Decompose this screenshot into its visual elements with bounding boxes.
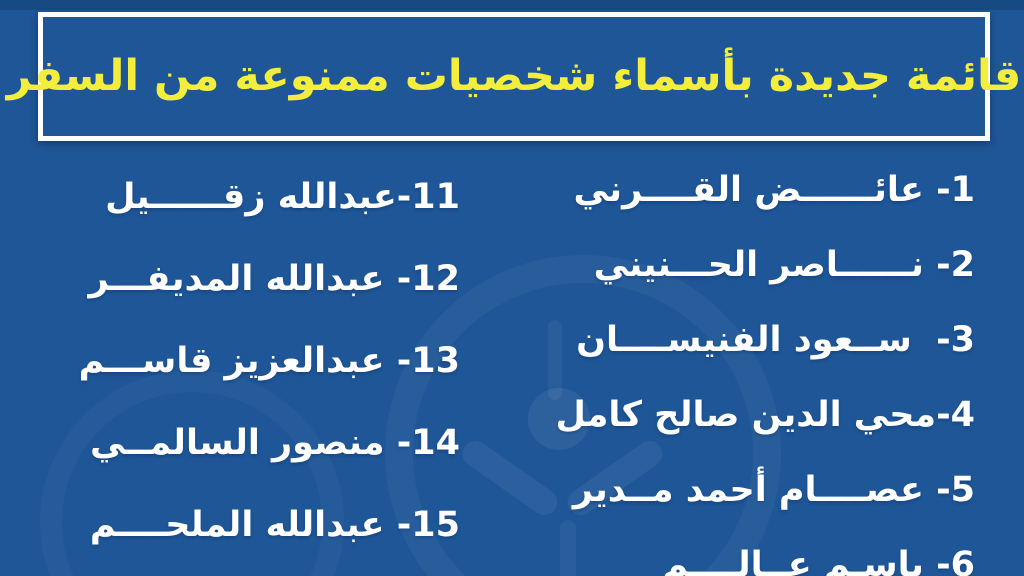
list-item: 12- عبدالله المديفـــر — [88, 259, 461, 299]
list-item: 3- ســعود الفنيســــان — [576, 319, 975, 360]
list-item: 15- عبدالله الملحــــم — [89, 505, 460, 545]
names-column-left: 11-عبدالله زقــــــيل 12- عبدالله المديف… — [79, 156, 460, 566]
list-item: 2- نــــــاصر الحـــنيني — [593, 244, 975, 285]
watermark-arm-icon — [457, 435, 563, 521]
list-item: 6- باسـم عــالــــم — [662, 544, 975, 576]
names-column-right: 1- عائــــــض القــــرني 2- نــــــاصر ا… — [556, 152, 975, 576]
title-banner: قائمة جديدة بأسماء شخصيات ممنوعة من السف… — [7, 12, 1021, 141]
top-edge-strip — [0, 0, 1024, 10]
list-item: 11-عبدالله زقــــــيل — [105, 177, 460, 217]
list-item: 1- عائــــــض القــــرني — [573, 169, 975, 210]
list-item: 13- عبدالعزيز قاســـم — [78, 341, 460, 381]
list-item: 5- عصــــام أحمد مــدير — [572, 469, 975, 510]
list-item: 4-محي الدين صالح كامل — [555, 394, 975, 435]
list-item: 14- منصور السالمــي — [90, 423, 460, 463]
page-title: قائمة جديدة بأسماء شخصيات ممنوعة من السف… — [6, 50, 1022, 101]
